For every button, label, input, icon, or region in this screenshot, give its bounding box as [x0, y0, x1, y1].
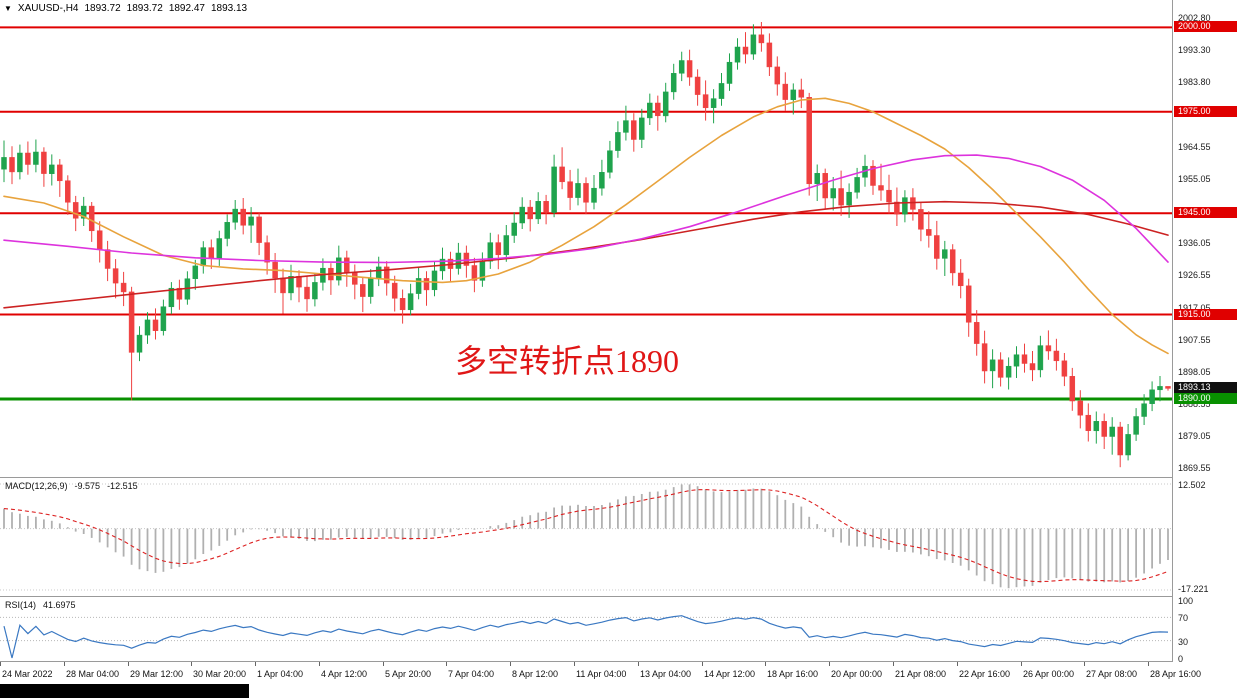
time-axis-label: 30 Mar 20:00	[193, 669, 247, 679]
time-tick	[765, 662, 766, 666]
macd-indicator-label: MACD(12,26,9) -9.575 -12.515	[5, 481, 138, 491]
time-axis-label: 1 Apr 04:00	[257, 669, 304, 679]
time-axis-label: 20 Apr 00:00	[831, 669, 883, 679]
time-tick	[64, 662, 65, 666]
time-axis-label: 5 Apr 20:00	[385, 669, 432, 679]
time-axis-label: 8 Apr 12:00	[512, 669, 559, 679]
time-axis-label: 14 Apr 12:00	[704, 669, 756, 679]
price-badge-1975.00: 1975.00	[1174, 106, 1237, 117]
ohlc-open: 1893.72	[84, 3, 121, 14]
pane-separator[interactable]	[0, 596, 1237, 597]
pane-separator[interactable]	[0, 477, 1237, 478]
time-tick	[319, 662, 320, 666]
time-axis-label: 7 Apr 04:00	[448, 669, 495, 679]
rsi-value: 41.6975	[43, 600, 76, 610]
macd-name: MACD(12,26,9)	[5, 481, 68, 491]
time-tick	[574, 662, 575, 666]
time-axis-label: 28 Mar 04:00	[66, 669, 120, 679]
price-axis-label: 2002.80	[1178, 13, 1211, 23]
time-axis[interactable]: 24 Mar 2022 28 Mar 04:00 29 Mar 12:00 30 Ma…	[0, 662, 1237, 684]
price-badge-1945.00: 1945.00	[1174, 207, 1237, 218]
time-tick	[510, 662, 511, 666]
time-tick	[0, 662, 1, 666]
chart-header: ▼ XAUUSD-,H4 1893.72 1893.72 1892.47 189…	[4, 3, 247, 14]
candlesticks	[1, 22, 1171, 468]
macd-canvas[interactable]	[0, 478, 1172, 596]
time-tick	[1021, 662, 1022, 666]
bottom-strip	[0, 684, 1237, 698]
time-axis-label: 18 Apr 16:00	[767, 669, 819, 679]
macd-signal-line	[3, 489, 1169, 583]
price-axis-label: 1898.05	[1178, 367, 1211, 377]
ma-red-long	[3, 200, 1169, 309]
price-badge-1915.00: 1915.00	[1174, 309, 1237, 320]
ohlc-close: 1893.13	[210, 3, 248, 14]
price-axis-label: 1993.30	[1178, 45, 1211, 55]
macd-scale-min: -17.221	[1178, 584, 1209, 594]
ohlc-high: 1893.72	[126, 3, 163, 14]
rsi-name: RSI(14)	[5, 600, 37, 610]
rsi-canvas[interactable]	[0, 597, 1172, 661]
price-axis-label: 1917.05	[1178, 303, 1211, 313]
ohlc-low: 1892.47	[168, 3, 205, 14]
time-tick	[128, 662, 129, 666]
ma-magenta-slow	[3, 154, 1169, 264]
chart-annotation-text: 多空转折点1890	[455, 343, 680, 379]
chart-collapse-arrow-icon[interactable]: ▼	[4, 4, 12, 13]
time-axis-label: 11 Apr 04:00	[576, 669, 627, 679]
price-axis-label: 1869.55	[1178, 463, 1211, 473]
time-tick	[1084, 662, 1085, 666]
price-axis-label: 1983.80	[1178, 77, 1211, 87]
time-tick	[638, 662, 639, 666]
bottom-black-bar	[0, 684, 249, 698]
time-tick	[829, 662, 830, 666]
main-chart-canvas[interactable]	[0, 0, 1172, 477]
price-axis-label: 1888.55	[1178, 399, 1211, 409]
macd-histogram	[3, 484, 1169, 589]
time-tick	[446, 662, 447, 666]
pane-separator[interactable]	[0, 661, 1237, 662]
price-axis-label: 1907.55	[1178, 335, 1211, 345]
macd-value-main: -9.575	[74, 481, 101, 491]
time-tick	[383, 662, 384, 666]
rsi-scale-label: 70	[1178, 613, 1189, 623]
time-axis-label: 26 Apr 00:00	[1023, 669, 1075, 679]
price-axis-label: 1926.55	[1178, 270, 1211, 280]
ma-orange-fast	[3, 97, 1169, 355]
time-axis-label: 4 Apr 12:00	[321, 669, 368, 679]
time-tick	[893, 662, 894, 666]
time-axis-label: 24 Mar 2022	[2, 669, 53, 679]
macd-value-signal: -12.515	[107, 481, 138, 491]
macd-scale-max: 12.502	[1178, 480, 1206, 490]
rsi-line	[3, 615, 1169, 659]
price-axis-label: 1879.05	[1178, 431, 1211, 441]
symbol-period-label: XAUUSD-,H4	[17, 3, 79, 14]
time-tick	[957, 662, 958, 666]
rsi-scale-label: 100	[1178, 596, 1194, 606]
rsi-scale-label: 30	[1178, 637, 1189, 647]
price-badge-1890.00: 1890.00	[1174, 393, 1237, 404]
time-axis-label: 29 Mar 12:00	[130, 669, 184, 679]
price-axis[interactable]: 2002.801993.301983.801974.301964.551955.…	[1172, 0, 1237, 664]
time-tick	[702, 662, 703, 666]
rsi-scale-label: 0	[1178, 654, 1184, 664]
price-axis-label: 1936.05	[1178, 238, 1211, 248]
price-axis-label: 1955.05	[1178, 174, 1211, 184]
time-tick	[255, 662, 256, 666]
time-axis-label: 21 Apr 08:00	[895, 669, 947, 679]
time-tick	[191, 662, 192, 666]
price-axis-label: 1964.55	[1178, 142, 1211, 152]
time-axis-label: 13 Apr 04:00	[640, 669, 692, 679]
time-axis-label: 27 Apr 08:00	[1086, 669, 1138, 679]
time-axis-label: 22 Apr 16:00	[959, 669, 1011, 679]
time-axis-label: 28 Apr 16:00	[1150, 669, 1202, 679]
time-tick	[1148, 662, 1149, 666]
price-badge-2000.00: 2000.00	[1174, 21, 1237, 32]
price-badge-1893.13: 1893.13	[1174, 382, 1237, 393]
rsi-indicator-label: RSI(14) 41.6975	[5, 600, 76, 610]
